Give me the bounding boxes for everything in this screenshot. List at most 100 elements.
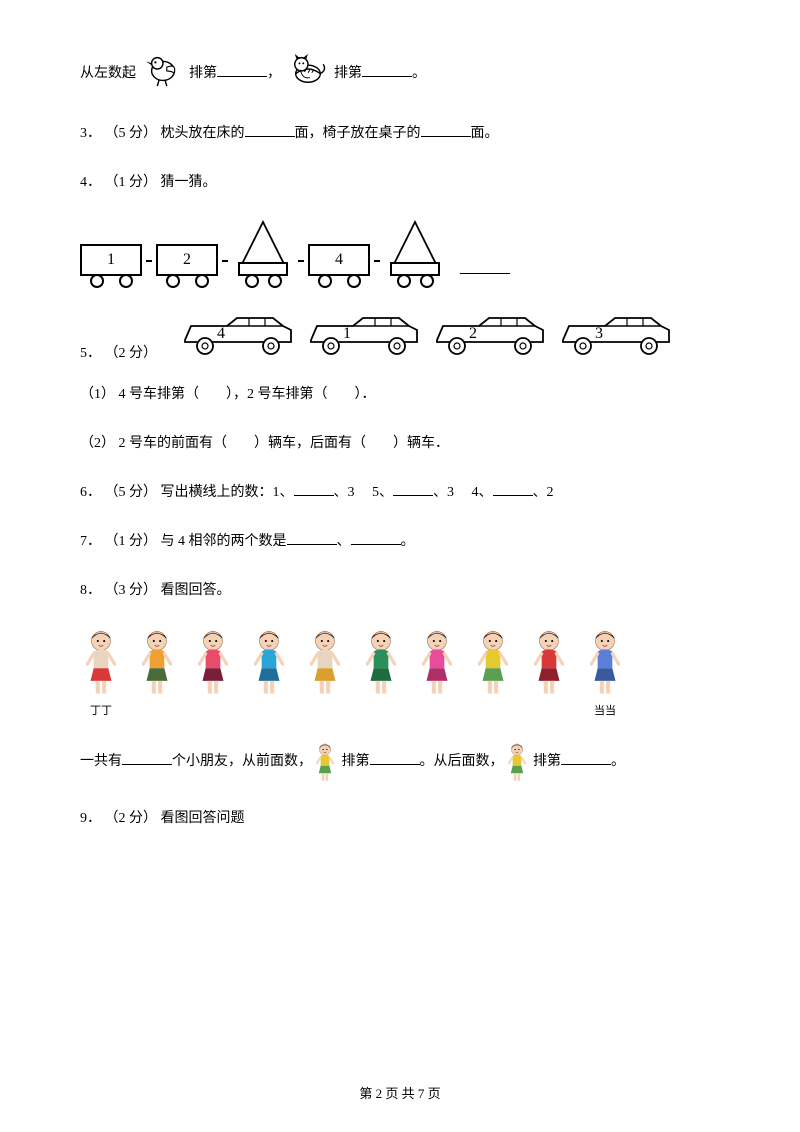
q3-t1: 枕头放在床的	[161, 126, 245, 141]
q8-line2: 一共有 个小朋友，从前面数， 排第 。从后面数， 排第 。	[80, 742, 720, 782]
kid	[528, 628, 570, 696]
q6-g1: 、3 5、	[334, 485, 394, 500]
q5-s1c: ）．	[355, 387, 376, 402]
page-footer: 第 2 页 共 7 页	[0, 1083, 800, 1102]
kid-icon-2	[504, 754, 530, 769]
car: 4	[177, 312, 297, 356]
kid	[192, 628, 234, 696]
q8-num: 8．	[80, 583, 101, 598]
q7-line: 7． （1 分） 与 4 相邻的两个数是 、 。	[80, 529, 720, 554]
q3-points: （5 分）	[105, 126, 158, 141]
q6-g3: 、2	[533, 485, 554, 500]
train-car: 2	[156, 244, 218, 276]
car: 1	[303, 312, 423, 356]
q8-l2e: 排第	[533, 754, 561, 769]
q7-t1: 与 4 相邻的两个数是	[161, 534, 287, 549]
q3-num: 3．	[80, 126, 101, 141]
q7-blank1[interactable]	[287, 529, 337, 545]
q5-header-row: 5． （2 分） 4 1 2	[80, 306, 720, 362]
kid	[360, 628, 402, 696]
q4-num: 4．	[80, 175, 101, 190]
q2-period: 。	[412, 66, 426, 81]
car: 3	[555, 312, 675, 356]
q3-blank2[interactable]	[421, 121, 471, 137]
svg-text:4: 4	[217, 325, 225, 342]
q6-blank1[interactable]	[294, 480, 334, 496]
bird-icon	[144, 50, 182, 97]
kid-label-left: 丁丁	[80, 702, 122, 718]
q4-blank[interactable]	[460, 258, 510, 274]
q7-num: 7．	[80, 534, 101, 549]
q5-sub2: （2） 2 号车的前面有（ ）辆车，后面有（ ）辆车．	[80, 431, 720, 456]
kid	[584, 628, 626, 696]
q3-blank1[interactable]	[245, 121, 295, 137]
cars-figure: 4 1 2 3	[177, 312, 675, 356]
q7-t2: 。	[401, 534, 415, 549]
q5-points: （2 分）	[105, 346, 158, 361]
q3-t2: 面，椅子放在桌子的	[295, 126, 421, 141]
q4-t: 猜一猜。	[161, 175, 217, 190]
q2-blank1[interactable]	[217, 61, 267, 77]
q9-num: 9．	[80, 811, 101, 826]
q2-prefix: 从左数起	[80, 66, 136, 81]
q5-s1b: ），2 号车排第（	[226, 387, 328, 402]
q7-sep: 、	[337, 534, 351, 549]
q9-t: 看图回答问题	[161, 811, 245, 826]
train-figure: 124	[80, 220, 720, 276]
q8-blank2[interactable]	[370, 749, 420, 765]
q6-t: 写出横线上的数：1、	[161, 485, 294, 500]
svg-text:3: 3	[595, 325, 603, 342]
q9-points: （2 分）	[105, 811, 158, 826]
q7-points: （1 分）	[105, 534, 158, 549]
q5-s2c: ）辆车．	[393, 436, 449, 451]
q2-blank2[interactable]	[362, 61, 412, 77]
q8-points: （3 分）	[105, 583, 158, 598]
q5-sub1: （1） 4 号车排第（ ），2 号车排第（ ）．	[80, 382, 720, 407]
kid-label-right: 当当	[584, 702, 626, 718]
train-tree	[232, 220, 294, 276]
q8-l2c: 排第	[342, 754, 370, 769]
q8-l2a: 一共有	[80, 754, 122, 769]
kid	[136, 628, 178, 696]
q4-points: （1 分）	[105, 175, 158, 190]
q3-t3: 面。	[471, 126, 499, 141]
car: 2	[429, 312, 549, 356]
q6-num: 6．	[80, 485, 101, 500]
q8-line: 8． （3 分） 看图回答。	[80, 578, 720, 603]
q3-line: 3． （5 分） 枕头放在床的 面，椅子放在桌子的 面。	[80, 121, 720, 146]
kid	[80, 628, 122, 696]
q8-t: 看图回答。	[161, 583, 231, 598]
train-car: 1	[80, 244, 142, 276]
q6-blank3[interactable]	[493, 480, 533, 496]
q4-line: 4． （1 分） 猜一猜。	[80, 170, 720, 195]
kid	[304, 628, 346, 696]
q2-mid2: 排第	[334, 66, 362, 81]
q8-l2f: 。	[611, 754, 625, 769]
kid	[472, 628, 514, 696]
q9-line: 9． （2 分） 看图回答问题	[80, 806, 720, 831]
q6-points: （5 分）	[105, 485, 158, 500]
kid	[416, 628, 458, 696]
q8-l2d: 。从后面数，	[420, 754, 504, 769]
cat-icon	[289, 51, 327, 96]
q6-blank2[interactable]	[393, 480, 433, 496]
train-tree	[384, 220, 446, 276]
q8-l2b: 个小朋友，从前面数，	[172, 754, 312, 769]
svg-text:1: 1	[343, 325, 351, 342]
q2-mid1: 排第	[189, 66, 217, 81]
kids-labels: 丁丁 当当	[80, 702, 720, 718]
q8-blank3[interactable]	[561, 749, 611, 765]
kid	[248, 628, 290, 696]
footer-text: 第 2 页 共 7 页	[359, 1086, 440, 1101]
q5-s1a: （1） 4 号车排第（	[80, 387, 199, 402]
q6-line: 6． （5 分） 写出横线上的数：1、 、3 5、 、3 4、 、2	[80, 480, 720, 505]
kid-icon-1	[312, 754, 338, 769]
q2-line: 从左数起 排第 ， 排第 。	[80, 50, 720, 97]
svg-text:2: 2	[469, 325, 477, 342]
q8-blank1[interactable]	[122, 749, 172, 765]
q5-num: 5．	[80, 346, 101, 361]
q6-g2: 、3 4、	[433, 485, 493, 500]
q7-blank2[interactable]	[351, 529, 401, 545]
q5-s2a: （2） 2 号车的前面有（	[80, 436, 227, 451]
q2-comma: ，	[267, 66, 281, 81]
